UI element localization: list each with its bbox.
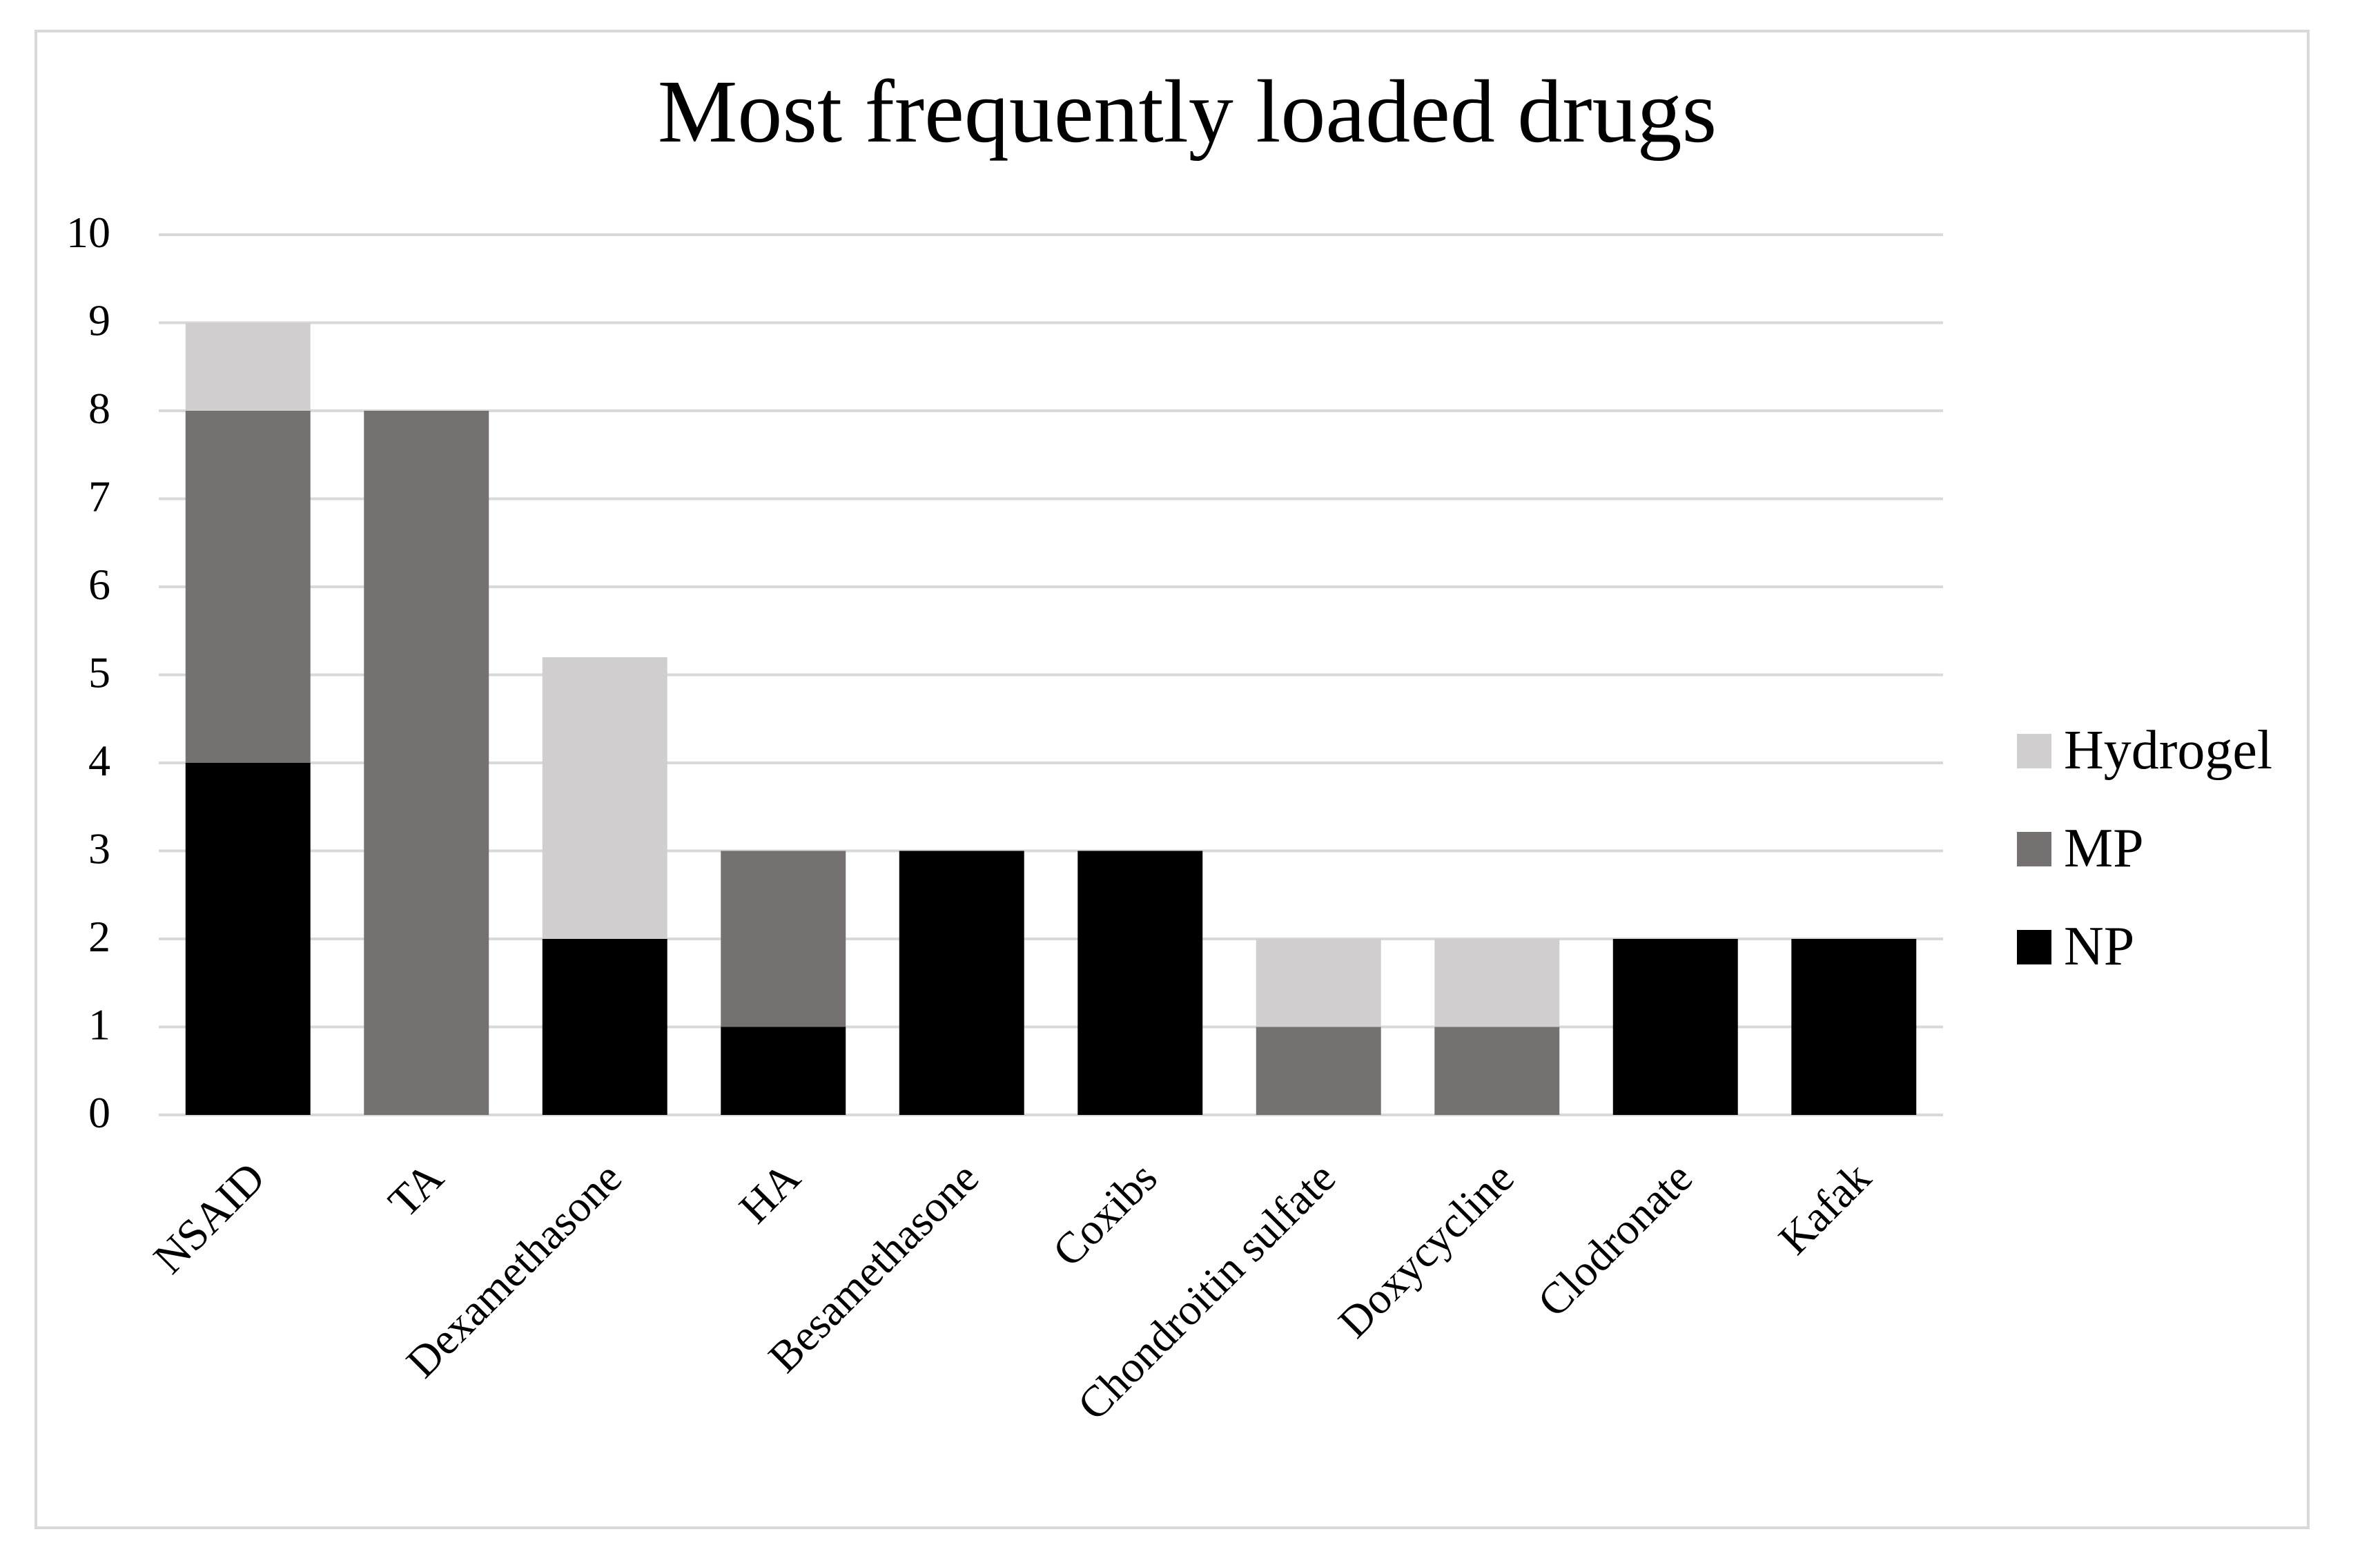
y-tick-label: 7 — [88, 472, 110, 521]
legend: Hydrogel MP NP — [2017, 720, 2272, 977]
legend-label-np: NP — [2064, 916, 2134, 977]
bar-segment-np — [542, 939, 667, 1115]
y-tick-label: 2 — [88, 912, 110, 961]
bar-segment-np — [1791, 939, 1917, 1115]
bar-segment-np — [721, 1027, 846, 1115]
bar-segment-np — [899, 851, 1024, 1115]
bar-segment-hydrogel — [1256, 939, 1381, 1027]
bar-segment-np — [1612, 939, 1738, 1115]
y-tick-label: 3 — [88, 824, 110, 873]
y-tick-label: 8 — [88, 384, 110, 433]
y-tick-label: 1 — [88, 1000, 110, 1049]
legend-swatch-hydrogel — [2017, 734, 2051, 768]
y-tick-label: 4 — [88, 736, 110, 785]
bar-segment-hydrogel — [1434, 939, 1560, 1027]
bar-segment-mp — [721, 851, 846, 1027]
y-tick-label: 5 — [88, 648, 110, 697]
y-axis-tick-labels: 0 1 2 3 4 5 6 7 8 9 10 — [66, 208, 110, 1137]
bar-segment-mp — [364, 411, 489, 1115]
bar-segment-hydrogel — [542, 657, 667, 939]
y-tick-label: 6 — [88, 560, 110, 609]
bar-segment-mp — [185, 411, 311, 763]
chart-title: Most frequently loaded drugs — [658, 62, 1717, 162]
bar-segment-mp — [1434, 1027, 1560, 1115]
legend-label-mp: MP — [2064, 818, 2144, 879]
legend-swatch-np — [2017, 930, 2051, 964]
legend-swatch-mp — [2017, 832, 2051, 866]
y-tick-label: 0 — [88, 1088, 110, 1137]
bars — [185, 322, 1917, 1115]
y-tick-label: 10 — [66, 208, 110, 257]
bar-segment-np — [185, 763, 311, 1115]
bar-segment-hydrogel — [185, 322, 311, 411]
legend-label-hydrogel: Hydrogel — [2064, 720, 2272, 781]
bar-segment-mp — [1256, 1027, 1381, 1115]
bar-segment-np — [1077, 851, 1203, 1115]
y-tick-label: 9 — [88, 296, 110, 345]
